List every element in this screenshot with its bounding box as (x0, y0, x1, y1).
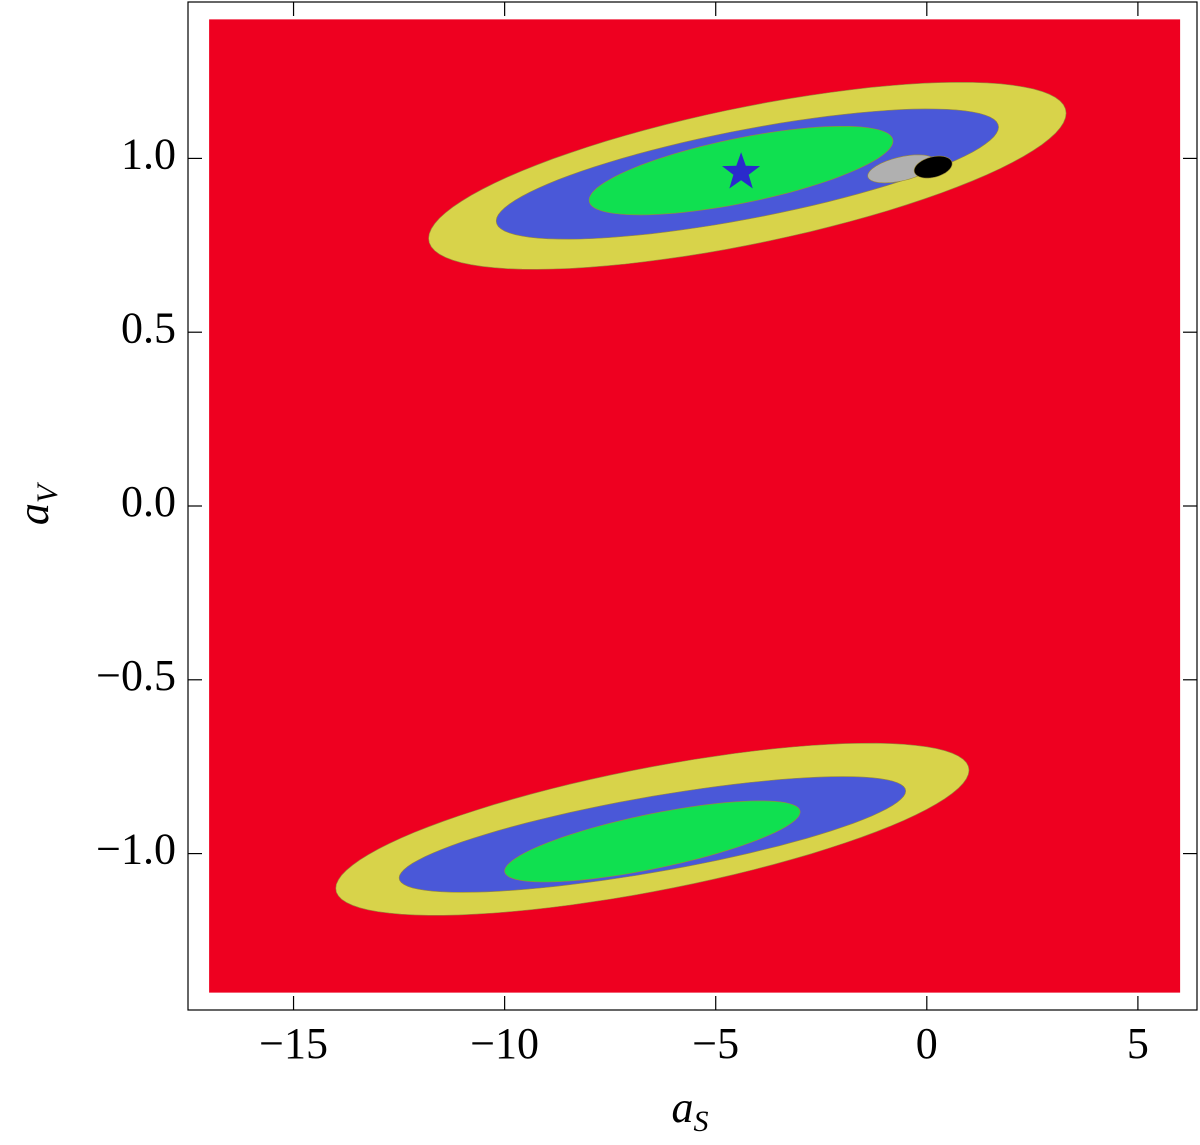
x-tick-label: 0 (916, 1019, 938, 1068)
x-tick-label: −5 (692, 1019, 739, 1068)
x-tick-label: −15 (259, 1019, 328, 1068)
y-tick-label: 1.0 (121, 130, 176, 179)
x-label-main: a (672, 1083, 694, 1132)
x-label-sub: S (694, 1105, 709, 1138)
contour-region (504, 800, 801, 883)
y-tick-label: −0.5 (96, 651, 176, 700)
y-axis-label: aV (9, 481, 64, 525)
y-tick-label: 0.0 (121, 477, 176, 526)
x-axis-label: aS (672, 1083, 709, 1138)
y-tick-label: −1.0 (96, 825, 176, 874)
y-label-main: a (9, 503, 58, 525)
y-label-sub: V (31, 481, 64, 503)
x-tick-label: 5 (1127, 1019, 1149, 1068)
x-tick-label: −10 (470, 1019, 539, 1068)
contour-region (913, 155, 953, 179)
best-fit-star (722, 152, 761, 189)
y-tick-label: 0.5 (121, 303, 176, 352)
